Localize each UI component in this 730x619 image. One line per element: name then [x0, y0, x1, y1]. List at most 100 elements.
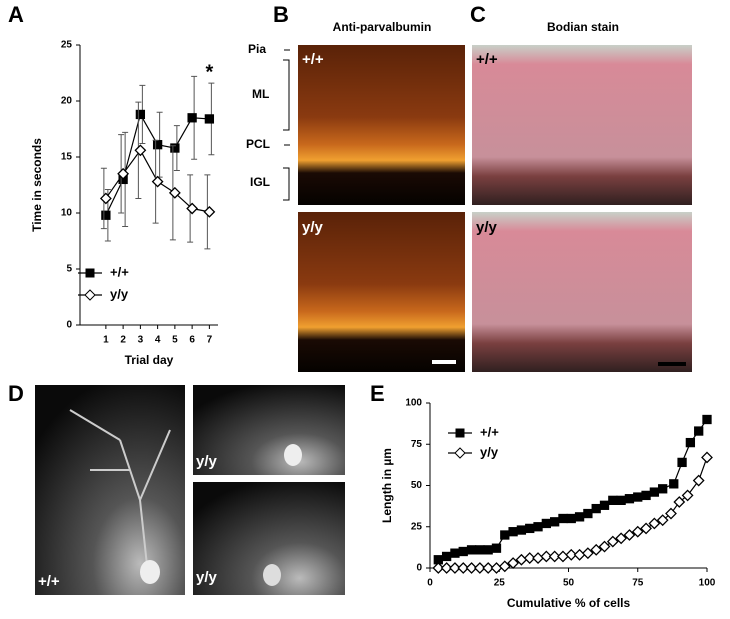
marker: [573, 548, 586, 561]
legend-label: +/+: [480, 424, 499, 439]
marker: [508, 527, 518, 537]
legend-marker: [455, 428, 465, 438]
x-tick-label: 5: [172, 335, 178, 346]
legend-marker: [84, 289, 96, 301]
panel-letter: C: [470, 2, 486, 27]
panel-title: Bodian stain: [547, 20, 619, 34]
marker: [692, 474, 705, 487]
marker: [694, 426, 704, 436]
panel-letter: B: [273, 2, 289, 27]
marker: [498, 560, 511, 573]
panel-title: Anti-parvalbumin: [333, 20, 432, 34]
x-tick-label: 50: [563, 578, 575, 589]
micrograph: [472, 212, 692, 372]
marker: [541, 518, 551, 529]
marker: [152, 140, 163, 150]
micrograph: [298, 45, 465, 205]
marker: [151, 175, 164, 188]
y-tick-label: 5: [66, 264, 72, 275]
micrograph: [193, 385, 345, 475]
layer-bracket: [283, 167, 290, 201]
marker: [101, 210, 111, 220]
marker: [616, 495, 626, 506]
y-tick-label: 25: [411, 521, 423, 532]
y-tick-label: 0: [66, 320, 72, 331]
image-label: +/+: [38, 573, 60, 590]
marker: [608, 495, 618, 506]
image-label: +/+: [302, 51, 324, 68]
marker: [204, 114, 215, 124]
marker: [187, 113, 197, 123]
layer-label: ML: [252, 87, 269, 101]
layer-bracket: [283, 59, 290, 131]
layer-label: IGL: [250, 175, 270, 189]
marker: [702, 414, 712, 425]
y-axis-label: Length in µm: [380, 448, 394, 523]
image-label: y/y: [196, 569, 218, 586]
marker: [566, 513, 576, 524]
marker: [457, 562, 470, 574]
x-tick-label: 4: [155, 335, 161, 346]
marker: [615, 532, 628, 545]
legend-label: +/+: [110, 264, 129, 279]
y-tick-label: 10: [61, 208, 73, 219]
marker: [465, 562, 478, 574]
marker: [548, 550, 561, 563]
marker: [490, 562, 503, 574]
marker: [565, 548, 578, 561]
legend-marker: [454, 447, 466, 459]
marker: [170, 143, 180, 153]
marker: [669, 479, 679, 489]
marker: [557, 550, 569, 563]
marker: [500, 530, 510, 540]
y-tick-label: 75: [411, 439, 423, 450]
image-label: y/y: [196, 453, 218, 470]
x-tick-label: 2: [120, 335, 126, 346]
y-tick-label: 15: [61, 152, 73, 163]
x-axis-label: Cumulative % of cells: [507, 596, 631, 610]
x-tick-label: 1: [103, 335, 109, 346]
micrograph: [35, 385, 185, 595]
marker: [656, 514, 669, 527]
y-tick-label: 20: [61, 96, 73, 107]
x-tick-label: 6: [189, 335, 195, 346]
marker: [658, 484, 668, 494]
marker: [583, 508, 593, 519]
x-axis-label: Trial day: [125, 353, 174, 367]
marker: [186, 202, 199, 215]
annotation: *: [205, 61, 213, 83]
marker: [624, 494, 635, 504]
x-tick-label: 3: [138, 335, 144, 346]
legend-label: y/y: [480, 444, 499, 459]
marker: [590, 543, 603, 556]
layer-label: Pia: [248, 42, 266, 56]
marker: [441, 551, 452, 562]
marker: [135, 109, 146, 120]
marker: [516, 525, 527, 535]
marker: [665, 507, 677, 520]
marker: [677, 457, 687, 468]
marker: [581, 547, 594, 560]
y-axis-label: Time in seconds: [30, 138, 44, 232]
marker: [591, 503, 601, 514]
image-label: y/y: [302, 219, 324, 236]
scale-bar: [658, 362, 686, 366]
marker: [681, 489, 694, 502]
y-tick-label: 50: [411, 480, 423, 491]
panel-letter: E: [370, 381, 385, 406]
marker: [533, 522, 543, 532]
marker: [685, 437, 696, 448]
panel-letter: D: [8, 381, 24, 406]
marker: [623, 529, 636, 541]
marker: [525, 523, 535, 534]
marker: [574, 512, 585, 522]
x-tick-label: 25: [494, 578, 506, 589]
marker: [203, 205, 216, 218]
micrograph: [472, 45, 692, 205]
marker: [540, 550, 553, 563]
marker: [440, 562, 453, 574]
marker: [473, 562, 486, 574]
panel-letter: A: [8, 2, 24, 27]
marker: [641, 490, 651, 501]
